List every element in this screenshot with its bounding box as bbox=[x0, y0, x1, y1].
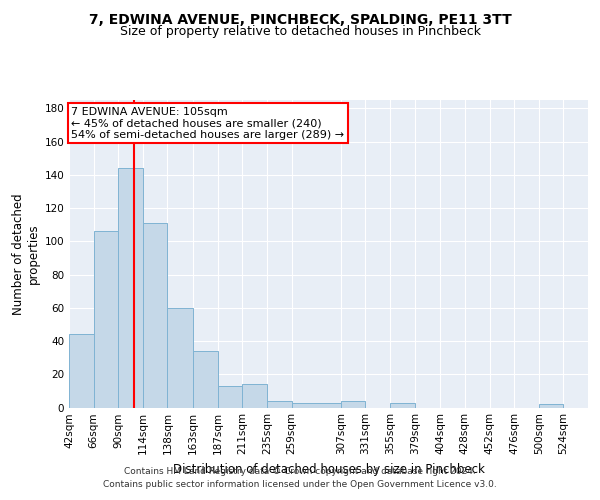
Bar bbox=[193, 351, 218, 408]
Bar bbox=[539, 404, 563, 407]
Bar bbox=[341, 401, 365, 407]
Text: Contains HM Land Registry data © Crown copyright and database right 2024.: Contains HM Land Registry data © Crown c… bbox=[124, 467, 476, 476]
Bar bbox=[218, 386, 242, 407]
Text: Contains public sector information licensed under the Open Government Licence v3: Contains public sector information licen… bbox=[103, 480, 497, 489]
Text: 7 EDWINA AVENUE: 105sqm
← 45% of detached houses are smaller (240)
54% of semi-d: 7 EDWINA AVENUE: 105sqm ← 45% of detache… bbox=[71, 106, 344, 140]
Bar bbox=[69, 334, 94, 407]
Bar bbox=[390, 402, 415, 407]
Bar bbox=[94, 232, 118, 408]
X-axis label: Distribution of detached houses by size in Pinchbeck: Distribution of detached houses by size … bbox=[173, 463, 484, 476]
Bar bbox=[242, 384, 267, 407]
Text: Size of property relative to detached houses in Pinchbeck: Size of property relative to detached ho… bbox=[119, 25, 481, 38]
Bar bbox=[267, 401, 292, 407]
Y-axis label: Number of detached
properties: Number of detached properties bbox=[12, 193, 40, 314]
Text: 7, EDWINA AVENUE, PINCHBECK, SPALDING, PE11 3TT: 7, EDWINA AVENUE, PINCHBECK, SPALDING, P… bbox=[89, 12, 511, 26]
Bar bbox=[143, 223, 167, 408]
Bar bbox=[292, 402, 341, 407]
Bar bbox=[118, 168, 143, 408]
Bar bbox=[167, 308, 193, 408]
